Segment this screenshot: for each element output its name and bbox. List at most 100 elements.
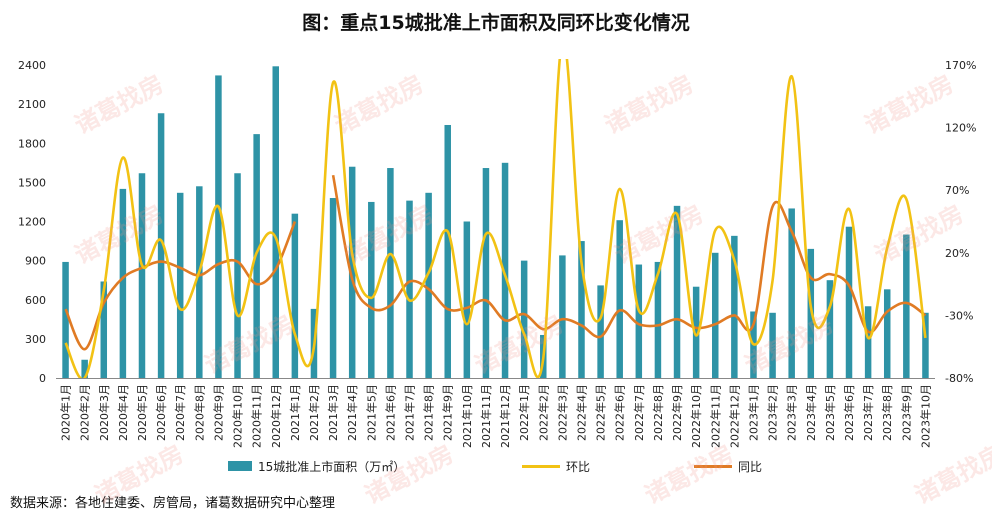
left-tick-label: 900 xyxy=(25,255,46,268)
bar xyxy=(291,213,299,378)
right-tick-label: -30% xyxy=(945,309,973,322)
bar xyxy=(788,208,795,378)
bar xyxy=(329,198,337,378)
x-tick-label: 2020年4月 xyxy=(116,384,130,441)
x-tick-label: 2023年10月 xyxy=(918,384,932,448)
left-tick-label: 1200 xyxy=(18,216,46,229)
x-tick-label: 2020年11月 xyxy=(250,384,264,448)
bar xyxy=(81,359,88,378)
bar xyxy=(654,261,662,378)
x-tick-label: 2020年7月 xyxy=(173,384,187,441)
x-tick-label: 2021年2月 xyxy=(307,384,321,441)
legend-bar-swatch xyxy=(228,461,252,471)
bar xyxy=(463,221,471,378)
x-tick-label: 2022年2月 xyxy=(536,384,550,441)
legend-bar-label: 15城批准上市面积（万㎡） xyxy=(258,459,406,474)
x-tick-label: 2022年8月 xyxy=(651,384,665,441)
x-tick-label: 2023年5月 xyxy=(823,384,837,441)
series-line-mom xyxy=(64,59,927,378)
bar xyxy=(425,192,432,378)
left-tick-label: 0 xyxy=(39,372,46,385)
x-tick-label: 2023年2月 xyxy=(766,384,780,441)
bar xyxy=(845,226,853,378)
legend-mom-swatch xyxy=(522,464,560,468)
x-tick-label: 2020年9月 xyxy=(211,384,225,441)
legend-item-bar: 15城批准上市面积（万㎡） xyxy=(228,456,405,476)
x-tick-label: 2023年1月 xyxy=(746,384,760,441)
x-tick-label: 2022年5月 xyxy=(594,384,608,441)
bar xyxy=(520,260,528,378)
x-tick-label: 2021年3月 xyxy=(326,384,340,441)
right-tick-label: 170% xyxy=(945,59,976,72)
right-tick-label: -80% xyxy=(945,372,973,385)
bar xyxy=(157,113,165,379)
left-tick-label: 2100 xyxy=(18,98,46,111)
left-tick-label: 1800 xyxy=(18,137,46,150)
x-tick-label: 2021年9月 xyxy=(441,384,455,441)
bar xyxy=(769,312,776,378)
bar xyxy=(444,124,451,378)
right-tick-label: 120% xyxy=(945,122,976,135)
x-tick-label: 2020年6月 xyxy=(154,384,168,441)
x-tick-label: 2022年10月 xyxy=(689,384,703,448)
x-tick-label: 2021年6月 xyxy=(383,384,397,441)
x-tick-label: 2022年11月 xyxy=(708,384,722,448)
bar xyxy=(348,166,356,378)
bar xyxy=(138,173,146,378)
legend-yoy-swatch xyxy=(694,464,732,468)
x-tick-label: 2022年6月 xyxy=(613,384,627,441)
x-tick-label: 2023年8月 xyxy=(880,384,894,441)
bar xyxy=(864,306,872,378)
bar xyxy=(559,255,566,378)
bar xyxy=(176,192,184,378)
bar xyxy=(712,252,719,378)
bar xyxy=(482,168,490,378)
x-tick-label: 2020年10月 xyxy=(231,384,245,448)
x-tick-label: 2022年4月 xyxy=(574,384,588,441)
x-tick-label: 2020年12月 xyxy=(269,384,283,448)
legend-item-yoy: 同比 xyxy=(694,456,762,476)
x-tick-label: 2022年9月 xyxy=(670,384,684,441)
legend-mom-label: 环比 xyxy=(566,459,591,474)
x-tick-label: 2023年3月 xyxy=(785,384,799,441)
x-tick-label: 2020年1月 xyxy=(59,384,73,441)
source-note: 数据来源：各地住建委、房管局，诸葛数据研究中心整理 xyxy=(10,496,336,511)
x-tick-label: 2020年2月 xyxy=(78,384,92,441)
right-tick-label: 70% xyxy=(945,184,969,197)
left-tick-label: 600 xyxy=(25,294,46,307)
left-tick-label: 1500 xyxy=(18,176,46,189)
bar xyxy=(368,201,375,378)
x-tick-label: 2021年5月 xyxy=(364,384,378,441)
legend-yoy-label: 同比 xyxy=(738,459,763,474)
bar xyxy=(903,234,910,378)
left-tick-label: 2400 xyxy=(18,59,46,72)
bar xyxy=(731,235,738,378)
x-tick-label: 2020年8月 xyxy=(192,384,206,441)
bar xyxy=(883,289,891,378)
x-tick-label: 2020年3月 xyxy=(97,384,111,441)
bar xyxy=(119,188,127,378)
right-tick-label: 20% xyxy=(945,247,969,260)
bar xyxy=(406,200,413,378)
x-tick-label: 2021年7月 xyxy=(403,384,417,441)
bar xyxy=(387,168,394,378)
x-tick-label: 2023年7月 xyxy=(861,384,875,441)
bar xyxy=(62,261,69,378)
x-tick-label: 2021年4月 xyxy=(345,384,359,441)
bar xyxy=(826,280,834,378)
x-tick-label: 2021年12月 xyxy=(498,384,512,448)
bar xyxy=(922,312,929,378)
left-tick-label: 300 xyxy=(25,333,46,346)
bar xyxy=(196,186,203,378)
legend-item-mom: 环比 xyxy=(522,456,590,476)
x-tick-label: 2021年1月 xyxy=(288,384,302,441)
x-tick-label: 2022年7月 xyxy=(632,384,646,441)
series-line-yoy xyxy=(64,174,927,351)
x-tick-label: 2021年8月 xyxy=(422,384,436,441)
bar xyxy=(272,66,279,378)
x-tick-label: 2021年10月 xyxy=(460,384,474,448)
x-tick-label: 2023年6月 xyxy=(842,384,856,441)
x-tick-label: 2023年9月 xyxy=(899,384,913,441)
bar xyxy=(692,286,700,378)
